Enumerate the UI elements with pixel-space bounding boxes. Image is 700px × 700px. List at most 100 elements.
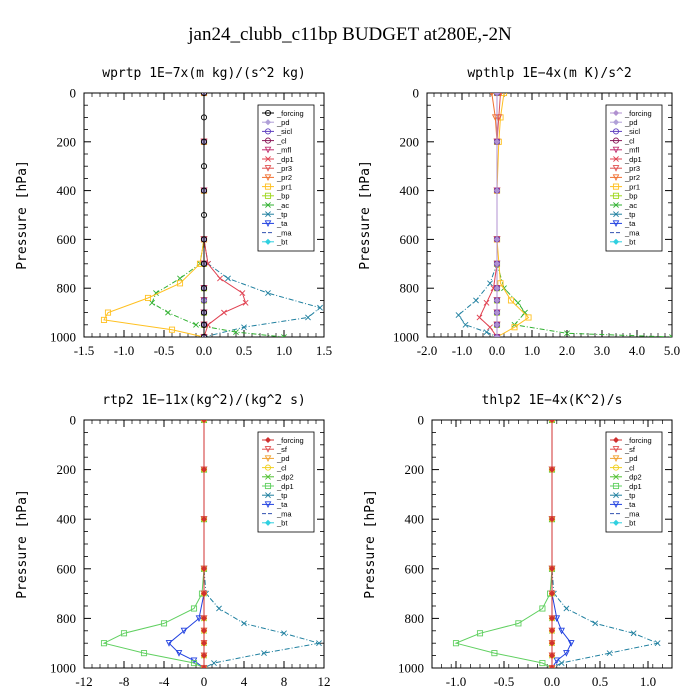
legend-marker-bp	[264, 192, 272, 199]
x-tick-label: 12	[318, 674, 331, 689]
y-axis-label: Pressure [hPa]	[15, 160, 30, 270]
data-point-dp1	[221, 309, 227, 316]
x-tick-label: 5.0	[664, 343, 680, 358]
legend-marker-cl	[612, 464, 620, 471]
data-point-tp	[563, 605, 570, 612]
legend-label-sf: _sf	[624, 445, 636, 454]
x-tick-label: 0.0	[489, 343, 505, 358]
data-point-pr1	[511, 324, 518, 331]
y-tick-label: 800	[405, 611, 425, 626]
x-tick-label: 0.0	[196, 343, 212, 358]
x-tick-label: 1.0	[276, 343, 292, 358]
x-tick-label: -8	[119, 674, 130, 689]
y-tick-label: 800	[400, 281, 420, 296]
figure-title: jan24_clubb_c11bp BUDGET at280E,-2N	[187, 24, 512, 45]
x-tick-label: -0.5	[154, 343, 175, 358]
data-point-ta	[180, 627, 188, 635]
legend-label-ma: _ma	[624, 509, 640, 518]
legend-marker-bp	[612, 192, 620, 199]
data-point-dp1	[140, 650, 148, 657]
legend-marker-pr2	[264, 174, 272, 182]
legend-marker-pr1	[612, 183, 620, 190]
data-point-forcing	[200, 652, 208, 659]
data-point-tp	[592, 620, 599, 627]
data-point-tp	[216, 605, 222, 612]
data-point-ac	[522, 309, 528, 316]
data-point-forcing	[493, 236, 501, 243]
legend-label-forcing: _forcing	[276, 109, 304, 118]
data-point-pr1	[525, 314, 532, 321]
legend-marker-tp	[265, 211, 271, 218]
legend-marker-cl	[264, 464, 272, 471]
legend-label-mfl: _mfl	[624, 146, 640, 155]
data-point-tp	[487, 280, 493, 287]
chart-panel-2: wpthlp 1E−4x(m K)/s^2 Pressure [hPa] 0 200 4…	[358, 66, 680, 358]
x-tick-label: 2.0	[559, 343, 575, 358]
y-tick-label: 0	[418, 413, 425, 428]
legend-marker-pd	[264, 455, 272, 463]
x-tick-label: -2.0	[417, 343, 438, 358]
y-tick-label: 0	[413, 86, 420, 101]
legend-label-dp2: _dp2	[624, 473, 642, 482]
y-tick-label: 1000	[393, 330, 419, 345]
data-point-pr1	[507, 297, 515, 304]
legend-label-bt: _bt	[276, 238, 288, 247]
data-point-dp1	[539, 605, 546, 612]
y-tick-label: 800	[57, 611, 77, 626]
chart-panel-3: rtp2 1E−11x(kg^2)/(kg^2 s) Pressure [hPa]…	[15, 393, 331, 689]
data-point-forcing	[493, 93, 501, 97]
data-point-forcing	[200, 211, 208, 219]
legend-label-ta: _ta	[624, 500, 636, 509]
legend-label-pr2: _pr2	[276, 173, 292, 182]
legend-marker-tp	[613, 211, 619, 218]
data-point-forcing	[200, 664, 208, 668]
y-tick-label: 600	[57, 232, 77, 247]
data-point-forcing	[200, 236, 208, 243]
data-point-ac	[669, 334, 672, 337]
legend-label-pd: _pd	[276, 454, 290, 463]
data-point-tp	[305, 314, 311, 321]
data-point-ac	[193, 321, 199, 328]
legend-marker-dp1	[264, 482, 272, 490]
legend-label-pd: _pd	[624, 454, 638, 463]
y-tick-label: 1000	[398, 661, 424, 676]
legend-box	[605, 431, 663, 533]
legend-marker-ta	[612, 220, 620, 228]
legend-label-ma: _ma	[624, 228, 640, 237]
data-point-ac	[149, 299, 155, 306]
data-point-ac	[233, 329, 239, 336]
legend-label-bt: _bt	[624, 519, 636, 528]
data-point-dp1	[242, 299, 249, 306]
data-point-forcing	[548, 652, 556, 659]
data-point-tp	[281, 630, 287, 637]
legend-marker-dp2	[613, 473, 619, 480]
data-point-tp	[654, 640, 661, 647]
legend-label-pr3: _pr3	[624, 164, 640, 173]
legend-marker-sf	[612, 446, 620, 453]
legend-label-sicl: _sicl	[624, 127, 640, 136]
data-point-pr1	[104, 309, 112, 316]
legend-marker-forcing	[264, 109, 272, 117]
legend-label-ta: _ta	[276, 219, 288, 228]
y-tick-label: 200	[400, 134, 420, 149]
data-point-tp	[455, 312, 462, 318]
legend-label-mfl: _mfl	[276, 146, 292, 155]
legend-marker-bt	[612, 238, 620, 245]
legend-label-ma: _ma	[276, 228, 292, 237]
data-point-tp	[558, 660, 565, 666]
legend-label-cl: _cl	[624, 463, 635, 472]
legend-label-pd: _pd	[624, 118, 638, 127]
y-tick-label: 600	[57, 561, 77, 576]
legend-marker-pr3	[612, 165, 620, 172]
data-point-tp	[225, 275, 231, 282]
series-line-ta	[168, 420, 205, 668]
legend-label-ma: _ma	[276, 509, 292, 518]
legend-marker-dp1	[613, 156, 619, 162]
legend-label-forcing: _forcing	[624, 436, 652, 445]
series-line-tp	[457, 93, 498, 337]
panel-title: wpthlp 1E−4x(m K)/s^2	[467, 66, 631, 81]
data-point-forcing	[200, 260, 208, 267]
legend: _forcing_pd_sicl_cl_mfl_dp1_pr3_pr2_pr1_…	[605, 104, 663, 252]
data-point-forcing	[493, 285, 501, 292]
chart-panel-4: thlp2 1E−4x(K^2)/s Pressure [hPa] 0 200 400 6…	[363, 393, 673, 689]
